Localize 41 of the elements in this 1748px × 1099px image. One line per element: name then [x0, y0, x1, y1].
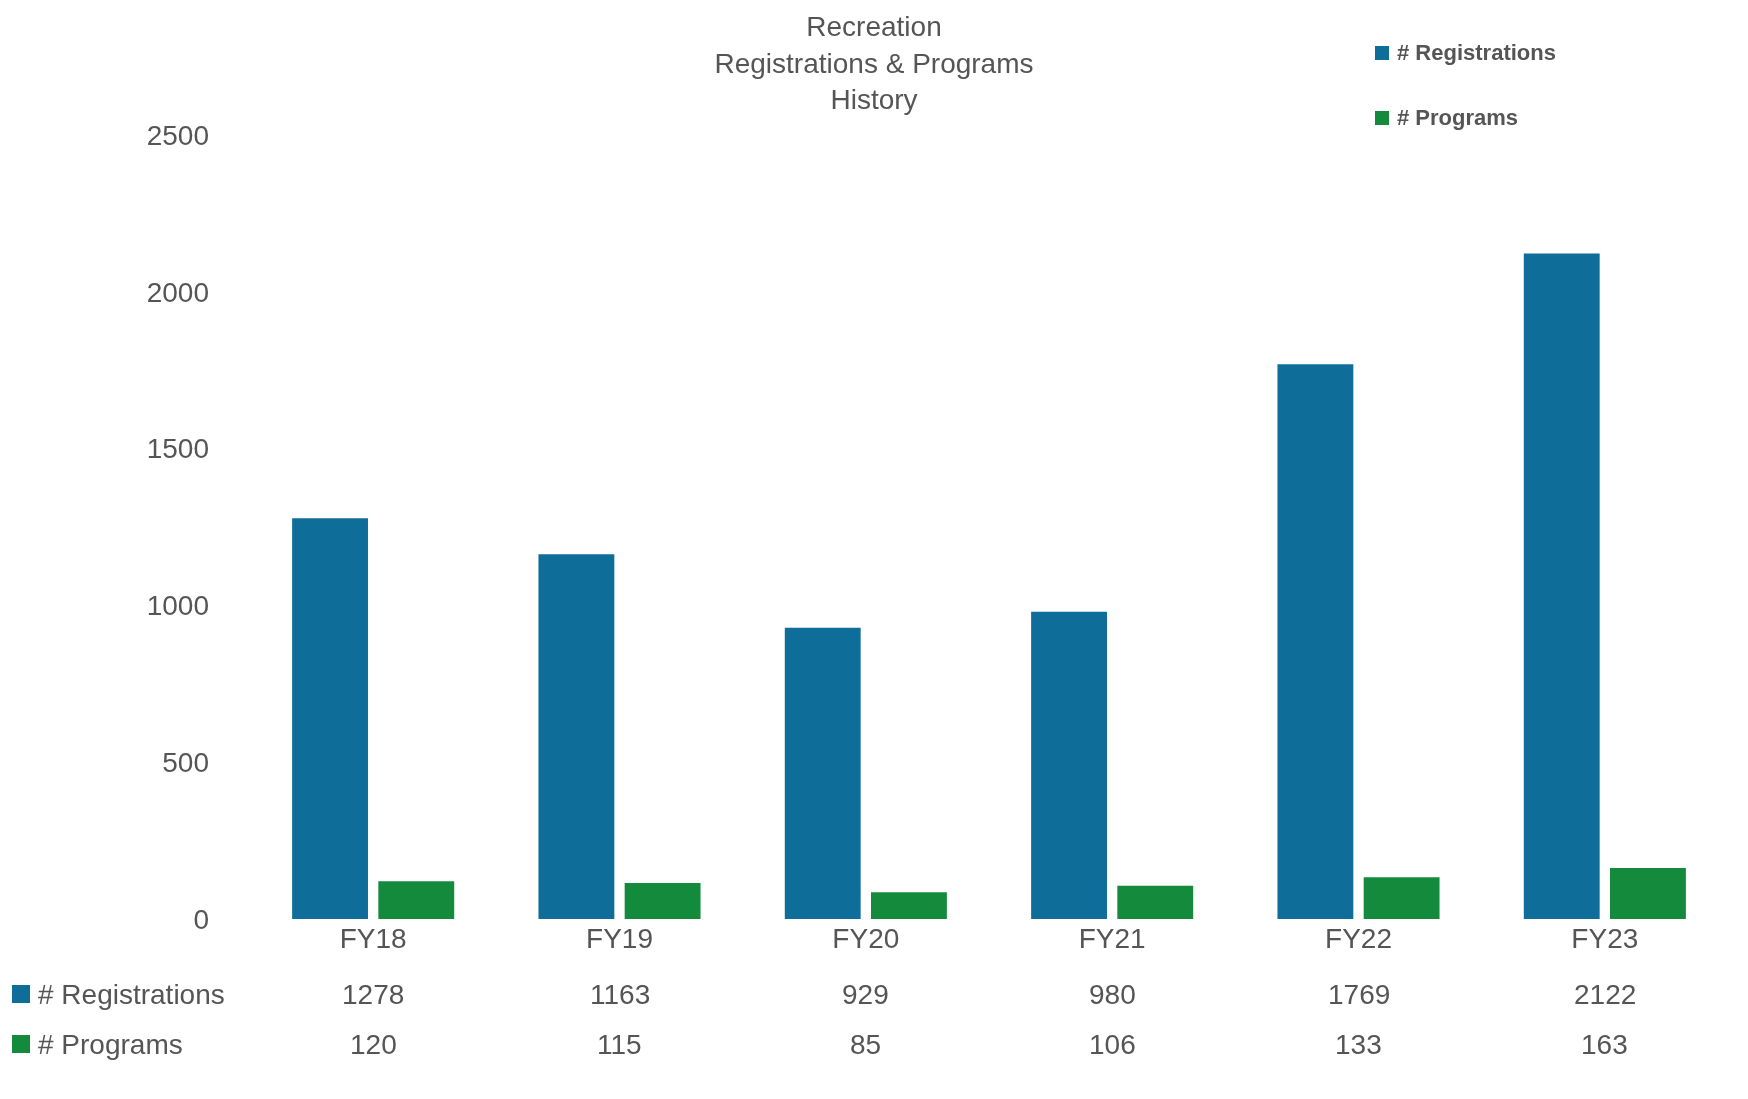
- data-label: 1278: [342, 979, 405, 1010]
- bar: [1277, 364, 1354, 919]
- x-tick-label: FY18: [339, 923, 407, 954]
- legend-label: # Registrations: [38, 979, 225, 1010]
- bar: [1117, 885, 1194, 919]
- x-tick-label: FY19: [586, 923, 653, 954]
- bar: [1363, 877, 1440, 919]
- bar: [1610, 867, 1686, 919]
- data-label: 133: [1335, 1029, 1382, 1060]
- chart-title: Recreation Registrations & Programs History: [714, 11, 1034, 116]
- data-label: 120: [350, 1029, 397, 1060]
- x-tick-label: FY21: [1078, 923, 1146, 954]
- y-tick-label: 2500: [146, 119, 209, 151]
- data-label: 1769: [1328, 979, 1391, 1010]
- bar: [624, 882, 701, 919]
- bar: [871, 892, 947, 919]
- text: # Registrations: [1397, 40, 1556, 65]
- y-tick-label: 1500: [146, 433, 209, 465]
- bar: [378, 881, 455, 919]
- data-label: 85: [850, 1029, 882, 1060]
- data-label: 929: [842, 979, 889, 1010]
- legend-label: # Programs: [38, 1029, 183, 1060]
- data-label: 115: [597, 1029, 642, 1060]
- y-tick-label: 0: [193, 903, 209, 935]
- data-label: 980: [1089, 979, 1136, 1010]
- bar: [292, 518, 368, 919]
- bar: [784, 627, 861, 919]
- data-label: 106: [1089, 1029, 1136, 1060]
- x-tick-label: FY22: [1325, 923, 1392, 954]
- data-label: 2122: [1574, 979, 1637, 1010]
- text: # Programs: [1397, 105, 1519, 130]
- y-tick-label: 500: [162, 747, 209, 778]
- data-label: 163: [1581, 1029, 1628, 1060]
- data-label: 1163: [590, 979, 651, 1010]
- bar: [538, 554, 615, 919]
- bar: [1523, 253, 1600, 919]
- x-tick-label: FY20: [832, 923, 900, 954]
- y-tick-label: 1000: [146, 590, 209, 622]
- bar: [1031, 611, 1107, 919]
- x-tick-label: FY23: [1571, 923, 1639, 954]
- y-tick-label: 2000: [146, 276, 209, 308]
